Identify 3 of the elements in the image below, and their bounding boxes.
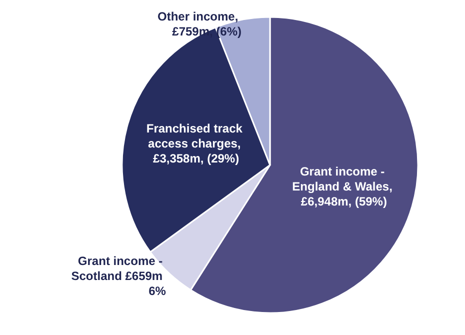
slice-label: Franchised track access charges, £3,358m, (29%) [146, 122, 246, 166]
slice-label: Grant income - England & Wales, £6,948m, (59%) [292, 164, 396, 208]
slice-label: Grant income - Scotland £659m 6% [71, 254, 166, 298]
